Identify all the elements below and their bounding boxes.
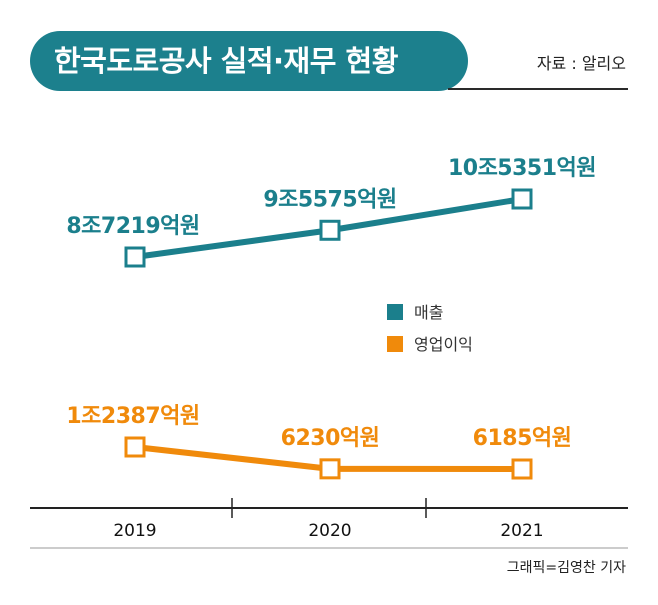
source-note: 자료 : 알리오 xyxy=(536,54,626,73)
data-label: 8조7219억원 xyxy=(66,214,199,239)
graphic-credit: 그래픽=김영찬 기자 xyxy=(506,560,626,576)
data-label: 9조5575억원 xyxy=(263,187,396,212)
data-label: 10조5351억원 xyxy=(448,156,596,181)
header-rule xyxy=(448,88,628,90)
data-label: 6230억원 xyxy=(281,426,380,451)
data-point-marker xyxy=(124,246,146,268)
legend-swatch xyxy=(387,304,403,320)
x-tick-label: 2019 xyxy=(113,521,156,541)
data-label: 6185억원 xyxy=(473,426,572,451)
x-tick-label: 2021 xyxy=(500,521,543,541)
legend-swatch xyxy=(387,336,403,352)
x-tick-label: 2020 xyxy=(308,521,351,541)
chart-title: 한국도로공사 실적·재무 현황 xyxy=(54,44,398,78)
legend-label: 영업이익 xyxy=(414,335,473,354)
legend-label: 매출 xyxy=(414,303,443,322)
title-banner xyxy=(30,31,468,91)
data-point-marker xyxy=(124,436,146,458)
data-point-marker xyxy=(319,458,341,480)
data-point-marker xyxy=(319,219,341,241)
data-point-marker xyxy=(511,188,533,210)
data-point-marker xyxy=(511,458,533,480)
data-label: 1조2387억원 xyxy=(66,404,199,429)
